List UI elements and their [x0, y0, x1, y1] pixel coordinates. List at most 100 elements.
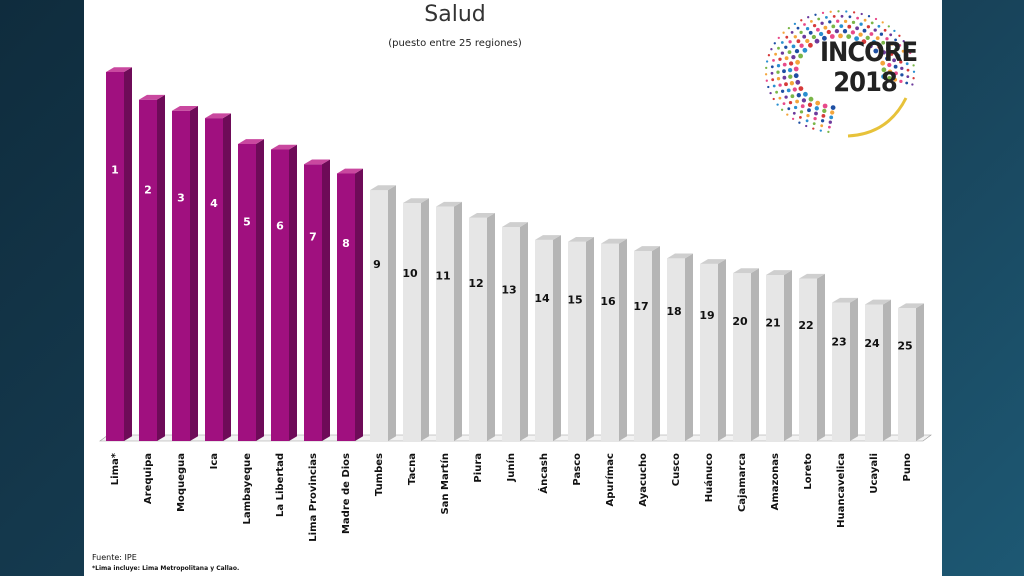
- bar-top: [238, 139, 264, 144]
- bar-top: [865, 299, 891, 305]
- bar: [700, 259, 726, 441]
- category-label: Arequipa: [143, 453, 154, 504]
- category-label: Piura: [473, 453, 484, 483]
- bar-value-label: 5: [243, 216, 251, 229]
- bar-top: [304, 159, 330, 165]
- category-label: Ayacucho: [638, 453, 649, 507]
- bar-front: [601, 243, 619, 441]
- bar: [832, 297, 858, 441]
- source-note: Fuente: IPE: [92, 553, 137, 562]
- category-label: Madre de Dios: [341, 453, 352, 534]
- bar-top: [370, 185, 396, 191]
- bar: [370, 185, 396, 441]
- bar-side: [553, 235, 561, 441]
- bar: [436, 201, 462, 441]
- bar-side: [916, 303, 924, 441]
- bar-side: [487, 212, 495, 441]
- bar: [568, 236, 594, 441]
- bar-side: [124, 67, 132, 441]
- bar-side: [850, 297, 858, 441]
- bar-front: [535, 239, 553, 441]
- bar-value-label: 9: [373, 258, 381, 271]
- bar: [502, 222, 528, 441]
- bar-front: [865, 304, 883, 441]
- category-label: San Martín: [439, 453, 451, 515]
- bar-value-label: 4: [210, 197, 218, 210]
- bar-front: [733, 273, 751, 441]
- bar: [304, 159, 330, 441]
- bar: [535, 235, 561, 441]
- bar: [271, 144, 297, 442]
- bar-side: [619, 238, 627, 441]
- bar-front: [106, 72, 124, 441]
- bar: [865, 299, 891, 441]
- category-label: Huánuco: [703, 453, 715, 502]
- bar-value-label: 24: [864, 337, 880, 350]
- bar-side: [421, 198, 429, 441]
- bar: [601, 238, 627, 441]
- bar-value-label: 23: [831, 336, 846, 349]
- bar: [238, 139, 264, 441]
- bar-front: [436, 206, 454, 441]
- ranking-bar-chart: 1 Lima* 2 Arequipa 3 Moquegua 4 Ica 5 Lambayeque 6…: [99, 67, 932, 542]
- bar: [634, 246, 660, 441]
- bar-side: [355, 168, 363, 442]
- bar: [205, 113, 231, 441]
- chart-title: Salud: [424, 2, 486, 27]
- bar-side: [520, 222, 528, 441]
- bar-top: [205, 113, 231, 119]
- category-label: Puno: [902, 453, 913, 482]
- bar-value-label: 14: [534, 292, 550, 305]
- bar-side: [652, 246, 660, 441]
- bar-front: [139, 99, 157, 442]
- bar-front: [337, 173, 355, 441]
- bar: [139, 94, 165, 442]
- bar-side: [157, 94, 165, 441]
- bar-side: [784, 270, 792, 441]
- category-label: Moquegua: [176, 453, 187, 512]
- bar-top: [568, 236, 594, 242]
- bar-top: [766, 270, 792, 275]
- bar: [403, 198, 429, 441]
- bar-front: [766, 274, 784, 441]
- bar-top: [601, 238, 627, 244]
- category-label: Tumbes: [374, 453, 385, 496]
- bar-front: [700, 263, 718, 441]
- bar-value-label: 13: [501, 283, 516, 296]
- bar: [172, 105, 198, 442]
- category-label: La Libertad: [275, 453, 286, 517]
- category-label: Amazonas: [770, 453, 781, 510]
- bar-top: [535, 235, 561, 240]
- category-label: Ucayali: [869, 453, 880, 494]
- bar: [106, 67, 132, 441]
- bar-side: [586, 236, 594, 441]
- bar-side: [751, 268, 759, 441]
- category-label: Lambayeque: [242, 453, 253, 525]
- bar-front: [832, 302, 850, 441]
- bar-top: [733, 268, 759, 274]
- bar-value-label: 7: [309, 230, 317, 243]
- bar-side: [289, 144, 297, 441]
- category-label: Huancavelica: [836, 453, 847, 528]
- bar-value-label: 19: [699, 309, 714, 322]
- category-label: Ica: [209, 453, 220, 469]
- bar-value-label: 8: [342, 237, 350, 250]
- bar-value-label: 20: [732, 315, 748, 328]
- bar-top: [634, 246, 660, 251]
- bar-front: [172, 110, 190, 442]
- bar: [799, 273, 825, 441]
- bar-side: [817, 273, 825, 441]
- bar-value-label: 25: [897, 339, 912, 352]
- category-label: Tacna: [407, 453, 418, 485]
- bar-side: [883, 299, 891, 441]
- bar: [898, 303, 924, 441]
- bar-value-label: 6: [276, 220, 284, 233]
- bar-top: [502, 222, 528, 227]
- bar-top: [469, 212, 495, 218]
- bar-front: [634, 250, 652, 441]
- incore-logo-icon: [764, 10, 916, 138]
- bar-front: [799, 278, 817, 441]
- category-label: Loreto: [803, 453, 814, 490]
- bar-value-label: 21: [765, 316, 780, 329]
- bar-value-label: 10: [402, 267, 418, 280]
